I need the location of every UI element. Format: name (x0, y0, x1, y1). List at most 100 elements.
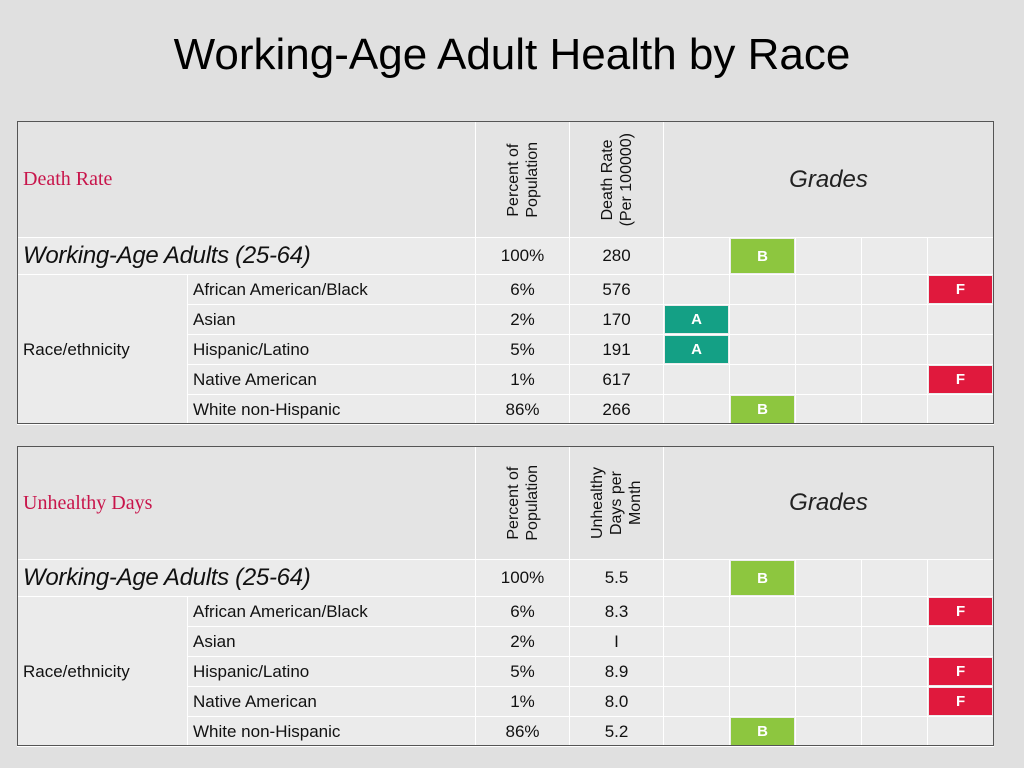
grade-cell-c (795, 364, 862, 395)
section-label: Unhealthy Days (16, 446, 477, 560)
col-header-percent-label: Percent of Population (504, 141, 541, 218)
grade-cell-c (795, 559, 863, 597)
table-row: White non-Hispanic 86% 266 B (18, 394, 995, 425)
grade-cell-a (663, 716, 731, 747)
col-header-metric: Unhealthy Days per Month (569, 446, 665, 560)
grade-cell-f: F (927, 596, 995, 627)
race-value: 170 (569, 304, 664, 335)
grade-cell-b (729, 686, 797, 717)
overall-percent: 100% (475, 237, 570, 275)
group-label: Race/ethnicity (17, 274, 188, 425)
race-percent: 86% (475, 716, 571, 747)
overall-percent: 100% (475, 559, 571, 597)
grade-badge-f: F (929, 276, 993, 303)
grade-cell-d (861, 334, 928, 365)
race-name: Asian (187, 304, 476, 335)
table-row: Hispanic/Latino 5% 191 A (18, 334, 995, 365)
col-header-metric-label: Unhealthy Days per Month (589, 466, 645, 540)
race-percent: 6% (475, 596, 571, 627)
grade-cell-b (729, 364, 796, 395)
grade-cell-f (926, 334, 995, 365)
race-name: African American/Black (187, 274, 476, 305)
grade-cell-a (663, 686, 731, 717)
grade-cell-c (795, 626, 863, 657)
grade-cell-f (926, 304, 995, 335)
grade-badge-b: B (731, 718, 795, 745)
grade-cell-a (663, 656, 731, 687)
grade-cell-f (926, 394, 995, 425)
col-header-percent: Percent of Population (475, 446, 571, 560)
grade-cell-b (729, 626, 797, 657)
race-value: 5.2 (569, 716, 665, 747)
grade-cell-a: A (663, 304, 730, 335)
table-row: Race/ethnicity African American/Black 6% 8.… (17, 596, 995, 747)
grade-cell-a (663, 394, 730, 425)
grade-cell-a (663, 559, 731, 597)
grades-header: Grades (662, 121, 995, 238)
grade-cell-c (795, 686, 863, 717)
grade-cell-a: A (663, 334, 730, 365)
grade-badge-f: F (929, 658, 993, 685)
grade-badge-a: A (665, 306, 728, 333)
race-name: African American/Black (186, 596, 477, 627)
race-value: 8.9 (569, 656, 665, 687)
grade-cell-b (729, 596, 797, 627)
grade-cell-c (795, 596, 863, 627)
race-value: 8.0 (569, 686, 665, 717)
grade-cell-c (795, 274, 862, 305)
race-name: Hispanic/Latino (186, 656, 477, 687)
race-value: 8.3 (569, 596, 665, 627)
grade-table-2: Unhealthy Days Percent of Population Unhea… (16, 446, 995, 747)
grade-badge-b: B (731, 396, 794, 423)
race-percent: 2% (475, 626, 571, 657)
race-percent: 5% (475, 656, 571, 687)
col-header-percent: Percent of Population (475, 121, 570, 238)
slide-title: Working-Age Adult Health by Race (173, 30, 851, 79)
grade-cell-f: F (927, 686, 995, 717)
grade-cell-c (795, 237, 862, 275)
grade-badge-f: F (929, 688, 993, 715)
race-percent: 2% (475, 304, 570, 335)
race-percent: 86% (475, 394, 570, 425)
grade-cell-a (663, 274, 730, 305)
grade-cell-d (861, 686, 929, 717)
race-value: 576 (569, 274, 664, 305)
race-percent: 6% (475, 274, 570, 305)
grade-cell-b: B (729, 237, 796, 275)
table-row: Native American 1% 8.0 F (18, 686, 995, 717)
grade-cell-b: B (729, 559, 797, 597)
overall-label: Working-Age Adults (25-64) (17, 237, 476, 275)
grade-cell-d (861, 364, 928, 395)
grade-cell-c (795, 716, 863, 747)
grade-badge-f: F (929, 366, 993, 393)
grade-cell-d (861, 237, 928, 275)
grade-cell-f: F (926, 274, 995, 305)
grade-cell-f (926, 237, 995, 275)
grade-badge-a: A (665, 336, 728, 363)
grade-cell-f: F (926, 364, 995, 395)
overall-value: 5.5 (569, 559, 665, 597)
grade-cell-c (795, 334, 862, 365)
race-name: Native American (187, 364, 476, 395)
grade-cell-a (663, 596, 731, 627)
col-header-percent-label: Percent of Population (504, 465, 541, 541)
grade-cell-d (861, 304, 928, 335)
grade-cell-b (729, 334, 796, 365)
section-label: Death Rate (17, 121, 476, 238)
overall-value: 280 (569, 237, 664, 275)
race-name: Hispanic/Latino (187, 334, 476, 365)
table-row: Native American 1% 617 F (18, 364, 995, 395)
race-name: Asian (186, 626, 477, 657)
table-row: Asian 2% 170 A (18, 304, 995, 335)
grade-cell-d (861, 716, 929, 747)
grade-table-1: Death Rate Percent of Population Death Rat… (17, 121, 995, 425)
race-value: I (569, 626, 665, 657)
race-value: 191 (569, 334, 664, 365)
grade-cell-c (795, 304, 862, 335)
grade-cell-d (861, 274, 928, 305)
grade-cell-a (663, 237, 730, 275)
race-percent: 1% (475, 686, 571, 717)
grade-cell-a (663, 364, 730, 395)
group-label: Race/ethnicity (17, 596, 188, 747)
table-row: White non-Hispanic 86% 5.2 B (18, 716, 995, 747)
